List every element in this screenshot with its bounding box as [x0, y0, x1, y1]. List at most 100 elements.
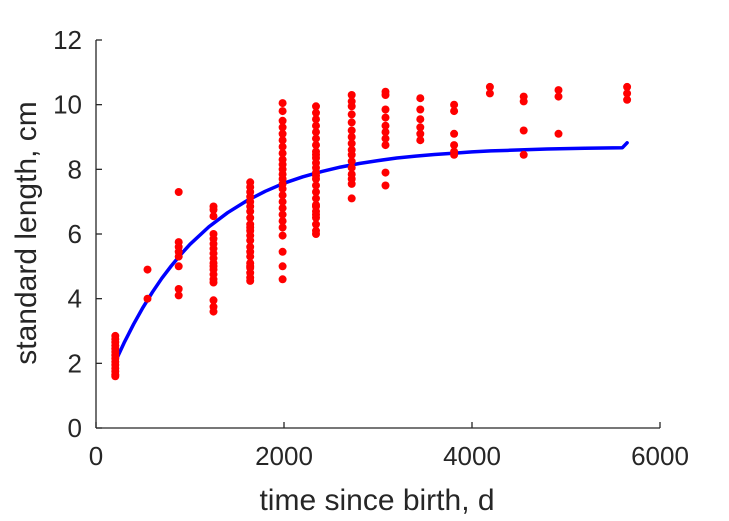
data-point — [312, 128, 320, 137]
data-point — [381, 141, 390, 150]
data-point — [347, 102, 356, 111]
data-point — [347, 110, 356, 119]
data-point — [347, 139, 356, 148]
data-point — [450, 107, 459, 116]
y-tick-label: 10 — [53, 90, 82, 120]
data-point — [347, 175, 356, 183]
y-tick-label: 0 — [68, 413, 82, 443]
data-point — [312, 150, 320, 159]
data-point — [623, 89, 632, 98]
data-point — [381, 113, 390, 122]
y-tick-label: 12 — [53, 25, 82, 55]
data-point — [278, 231, 287, 240]
y-tick-label: 4 — [68, 284, 82, 314]
data-point — [416, 136, 425, 145]
points-layer — [111, 82, 632, 381]
data-point — [278, 184, 287, 193]
data-point — [312, 141, 320, 150]
data-point — [246, 207, 255, 216]
data-point — [312, 171, 320, 180]
fit-curve-layer — [113, 141, 629, 364]
y-tick-label: 2 — [68, 348, 82, 378]
data-point — [347, 91, 356, 99]
data-point — [278, 223, 287, 232]
data-point — [347, 163, 356, 172]
data-point — [246, 252, 255, 261]
data-point — [450, 141, 459, 150]
data-point — [312, 121, 320, 130]
data-point — [278, 262, 287, 271]
y-tick-label: 6 — [68, 219, 82, 249]
data-point — [554, 92, 563, 101]
data-point — [312, 194, 320, 203]
data-point — [381, 121, 390, 130]
x-tick-label: 6000 — [631, 441, 689, 471]
tick-labels: 0 2 4 6 8 10 12 0 2000 4000 6000 — [53, 25, 689, 471]
data-point — [246, 236, 255, 245]
data-point — [278, 217, 287, 226]
data-point — [174, 252, 183, 261]
data-point — [278, 99, 287, 108]
data-point — [209, 296, 218, 305]
data-point — [519, 126, 528, 135]
data-point — [381, 168, 390, 177]
data-point — [278, 142, 287, 151]
data-point — [143, 294, 152, 303]
data-point — [312, 188, 320, 196]
data-point — [174, 285, 183, 293]
data-point — [347, 150, 356, 159]
data-point — [519, 97, 528, 106]
data-point — [554, 129, 563, 138]
data-point — [312, 108, 320, 117]
data-point — [174, 188, 183, 196]
data-point — [416, 123, 425, 132]
data-point — [312, 102, 320, 111]
data-point — [347, 194, 356, 203]
y-axis-label: standard length, cm — [10, 101, 43, 364]
data-point — [246, 262, 255, 271]
data-point — [312, 230, 320, 238]
data-point — [450, 150, 459, 159]
data-point — [278, 149, 287, 158]
data-point — [312, 115, 320, 124]
data-point — [278, 247, 287, 256]
data-point — [347, 157, 356, 166]
data-point — [381, 134, 390, 143]
data-point — [416, 129, 425, 138]
x-tick-label: 0 — [89, 441, 103, 471]
data-point — [278, 123, 287, 132]
data-point — [111, 372, 120, 381]
data-point — [278, 191, 287, 200]
data-point — [450, 100, 459, 109]
data-point — [381, 91, 390, 99]
data-point — [485, 89, 494, 98]
y-tick-label: 8 — [68, 154, 82, 184]
x-axis-label: time since birth, d — [259, 484, 494, 517]
axes — [95, 39, 661, 429]
data-point — [312, 210, 320, 219]
data-point — [174, 262, 183, 271]
data-point — [209, 205, 218, 214]
fit-curve — [113, 141, 629, 364]
data-point — [450, 129, 459, 138]
data-point — [485, 82, 494, 91]
data-point — [312, 134, 320, 143]
data-point — [278, 210, 287, 219]
data-point — [623, 82, 632, 91]
data-point — [416, 115, 425, 124]
x-tick-label: 2000 — [255, 441, 313, 471]
data-point — [278, 204, 287, 213]
data-point — [312, 202, 320, 211]
data-point — [209, 307, 218, 316]
data-point — [246, 213, 255, 222]
data-point — [312, 181, 320, 190]
data-point — [381, 128, 390, 137]
x-tick-label: 4000 — [443, 441, 501, 471]
data-point — [554, 86, 563, 95]
data-point — [312, 220, 320, 229]
data-point — [278, 197, 287, 206]
data-point — [278, 129, 287, 138]
data-point — [416, 94, 425, 103]
data-point — [278, 107, 287, 116]
